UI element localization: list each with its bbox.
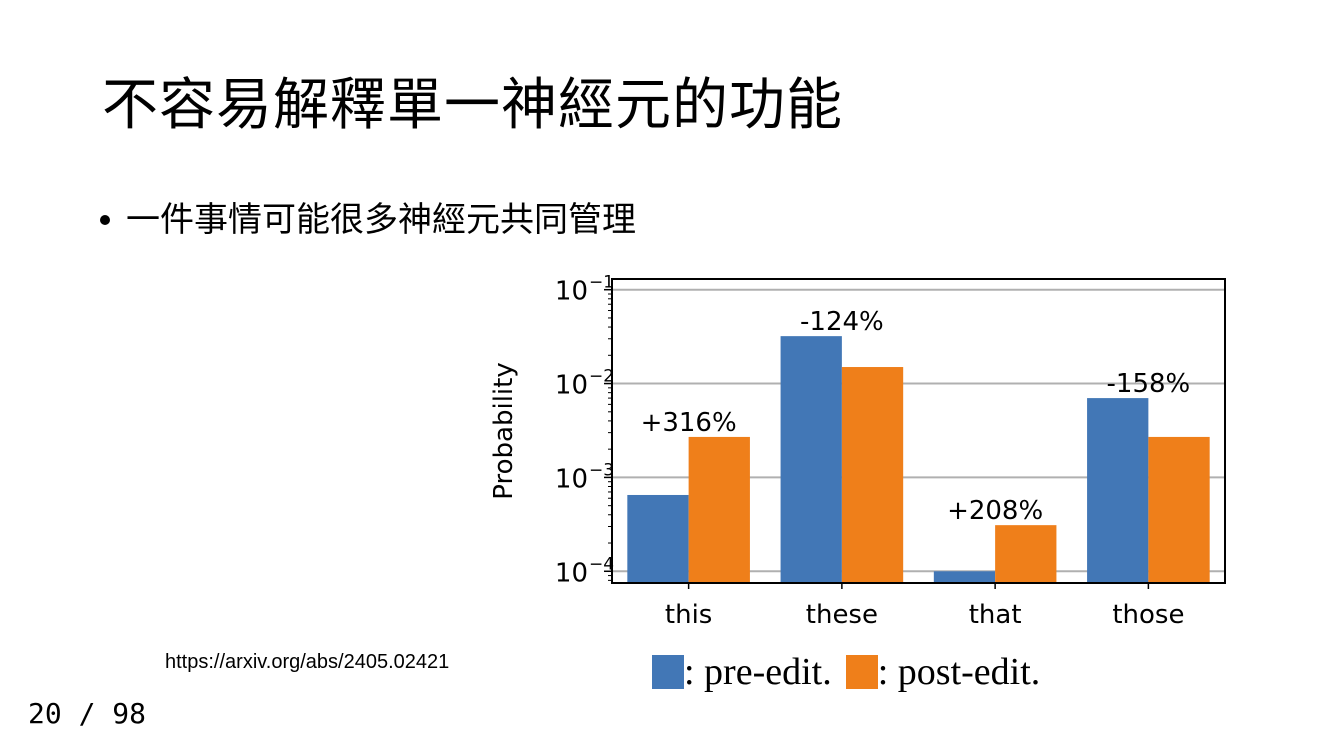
y-tick-label-exp-3: −1 <box>589 273 614 293</box>
bar-post-these <box>841 367 904 583</box>
legend-swatch-pre-edit <box>652 655 684 689</box>
bar-post-this <box>688 436 750 583</box>
legend-label-post-edit: : post-edit. <box>877 651 1041 693</box>
y-tick-label-exp-1: −3 <box>589 460 614 480</box>
x-tick-label-that: that <box>969 600 1022 630</box>
x-tick-label-these: these <box>806 600 878 630</box>
x-tick-label-those: those <box>1112 600 1184 630</box>
bar-pre-these <box>780 336 842 583</box>
bar-chart: this +316% these -124% that +208% those -158% 10… <box>489 273 1226 630</box>
bullet-dot-icon <box>100 215 110 226</box>
source-link[interactable]: https://arxiv.org/abs/2405.02421 <box>165 651 450 673</box>
y-tick-label-3: 10 <box>555 277 588 307</box>
chart-legend: : pre-edit. : post-edit. <box>652 651 1054 693</box>
bullet-item: 一件事情可能很多神經元共同管理 <box>100 198 636 242</box>
x-tick-label-this: this <box>665 600 712 630</box>
page-number: 20 / 98 <box>28 697 147 730</box>
plot-frame <box>611 278 1226 584</box>
bar-pre-those <box>1087 398 1149 583</box>
slide-title: 不容易解釋單一神經元的功能 <box>102 73 843 138</box>
y-axis-label: Probability <box>489 362 519 499</box>
y-tick-label-0: 10 <box>555 558 588 588</box>
bar-pre-that <box>933 571 996 583</box>
y-tick-label-2: 10 <box>555 371 588 401</box>
legend-label-pre-edit: : pre-edit. <box>684 651 832 693</box>
bar-post-that <box>995 525 1057 583</box>
annotation-that: +208% <box>947 496 1043 526</box>
bullet-text: 一件事情可能很多神經元共同管理 <box>126 200 636 240</box>
annotation-this: +316% <box>641 408 737 438</box>
y-tick-label-exp-2: −2 <box>589 367 614 387</box>
annotation-these: -124% <box>800 307 884 337</box>
legend-swatch-post-edit <box>845 655 878 689</box>
y-tick-label-1: 10 <box>555 464 588 494</box>
y-tick-label-exp-0: −4 <box>589 554 614 574</box>
annotation-those: -158% <box>1107 369 1191 399</box>
chart-container: this +316% these -124% that +208% those -158% 10… <box>480 268 1240 640</box>
bar-pre-this <box>627 494 689 583</box>
bar-post-those <box>1148 436 1210 583</box>
